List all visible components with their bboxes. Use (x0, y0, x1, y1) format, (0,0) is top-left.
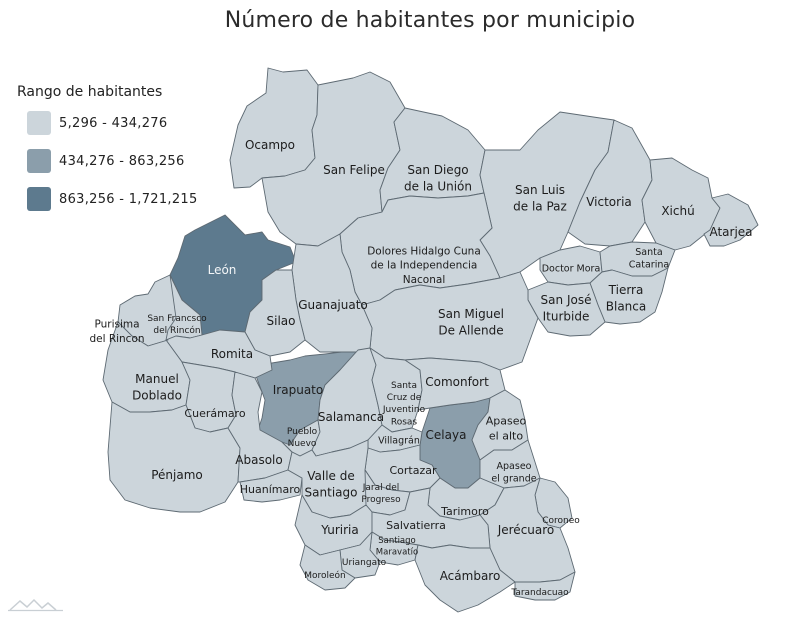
region-label-jaral-del-progreso: Jaral del Progreso (361, 483, 401, 505)
legend-title: Rango de habitantes (17, 84, 163, 100)
region-label-salamanca: Salamanca (318, 410, 384, 424)
brand-logo-icon (8, 598, 63, 612)
legend-item-low[interactable]: 5,296 - 434,276 (27, 111, 198, 135)
region-label-villagran: Villagrán (378, 435, 420, 446)
region-label-acambaro: Acámbaro (440, 569, 501, 583)
region-label-santiago-maravatio: Santiago Maravatío (376, 536, 418, 558)
region-label-santa-catarina: Santa Catarina (629, 247, 669, 271)
region-label-huanimaro: Huanímaro (240, 483, 301, 496)
region-label-abasolo: Abasolo (235, 453, 282, 467)
region-label-pueblo-nuevo: Pueblo Nuevo (287, 427, 318, 449)
region-label-atarjea: Atarjea (709, 225, 752, 239)
region-label-san-diego-de-la-union: San Diego de la Unión (404, 163, 472, 193)
region-label-ocampo: Ocampo (245, 138, 295, 152)
region-label-dolores-hidalgo-cuna-de-la-independencia-nacional: Dolores Hidalgo Cuna de la Independencia N… (367, 246, 481, 286)
region-acambaro[interactable] (414, 544, 516, 613)
legend-swatch-mid (27, 149, 51, 173)
region-label-victoria: Victoria (586, 195, 632, 209)
region-label-salvatierra: Salvatierra (386, 519, 446, 532)
region-label-tarimoro: Tarimoro (440, 505, 489, 518)
region-label-comonfort: Comonfort (425, 375, 489, 389)
region-label-apaseo-el-grande: Apaseo el grande (491, 461, 536, 485)
legend: Rango de habitantes 5,296 - 434,276 434,… (17, 84, 198, 225)
region-label-tarandacuao: Tarandacuao (510, 588, 569, 598)
region-label-jerecuaro: Jerécuaro (497, 523, 555, 537)
region-moroleon[interactable] (299, 544, 356, 591)
region-label-guanajuato: Guanajuato (298, 298, 368, 312)
region-label-uriangato: Uriangato (342, 558, 387, 568)
region-label-manuel-doblado: Manuel Doblado (132, 372, 182, 402)
region-label-moroleon: Moroleón (304, 570, 346, 581)
region-label-xichu: Xichú (661, 204, 694, 218)
region-comonfort[interactable] (404, 357, 506, 411)
region-label-penjamo: Pénjamo (151, 468, 203, 482)
region-label-san-luis-de-la-paz: San Luis de la Paz (513, 183, 567, 213)
region-label-santa-cruz-de-juventino-rosas: Santa Cruz de Juventino Rosas (382, 381, 426, 428)
region-label-romita: Romita (211, 347, 253, 361)
region-label-purisima-del-rincon: Purisima del Rincon (89, 319, 144, 345)
region-label-cueramaro: Cuerámaro (184, 407, 245, 420)
region-label-irapuato: Irapuato (273, 383, 323, 397)
region-atarjea[interactable] (703, 193, 759, 247)
region-label-celaya: Celaya (426, 428, 467, 442)
legend-label-mid: 434,276 - 863,256 (59, 153, 185, 169)
region-label-silao: Silao (267, 314, 296, 328)
legend-swatch-low (27, 111, 51, 135)
region-silao[interactable] (244, 269, 306, 357)
region-label-apaseo-el-alto: Apaseo el alto (486, 414, 527, 442)
page-title: Número de habitantes por municipio (224, 8, 636, 33)
region-label-coroneo: Coroneo (542, 516, 580, 526)
region-label-leon: León (208, 263, 237, 277)
region-label-tierra-blanca: Tierra Blanca (606, 283, 646, 313)
region-label-san-jose-iturbide: San José Iturbide (541, 293, 592, 323)
region-huanimaro[interactable] (239, 469, 303, 503)
region-label-san-felipe: San Felipe (323, 163, 385, 177)
region-label-doctor-mora: Doctor Mora (542, 263, 601, 274)
region-label-yuriria: Yuriria (320, 523, 358, 537)
legend-item-mid[interactable]: 434,276 - 863,256 (27, 149, 198, 173)
region-tarandacuao[interactable] (514, 571, 576, 601)
legend-label-high: 863,256 - 1,721,215 (59, 191, 198, 207)
legend-item-high[interactable]: 863,256 - 1,721,215 (27, 187, 198, 211)
region-label-san-miguel-de-allende: San Miguel De Allende (438, 307, 504, 337)
legend-swatch-high (27, 187, 51, 211)
region-xichu[interactable] (641, 157, 721, 251)
region-label-valle-de-santiago: Valle de Santiago (305, 469, 358, 499)
region-label-san-francisco-del-rincon: San Francsco del Rincón (147, 314, 207, 336)
legend-label-low: 5,296 - 434,276 (59, 115, 168, 131)
region-label-cortazar: Cortazar (389, 464, 437, 477)
